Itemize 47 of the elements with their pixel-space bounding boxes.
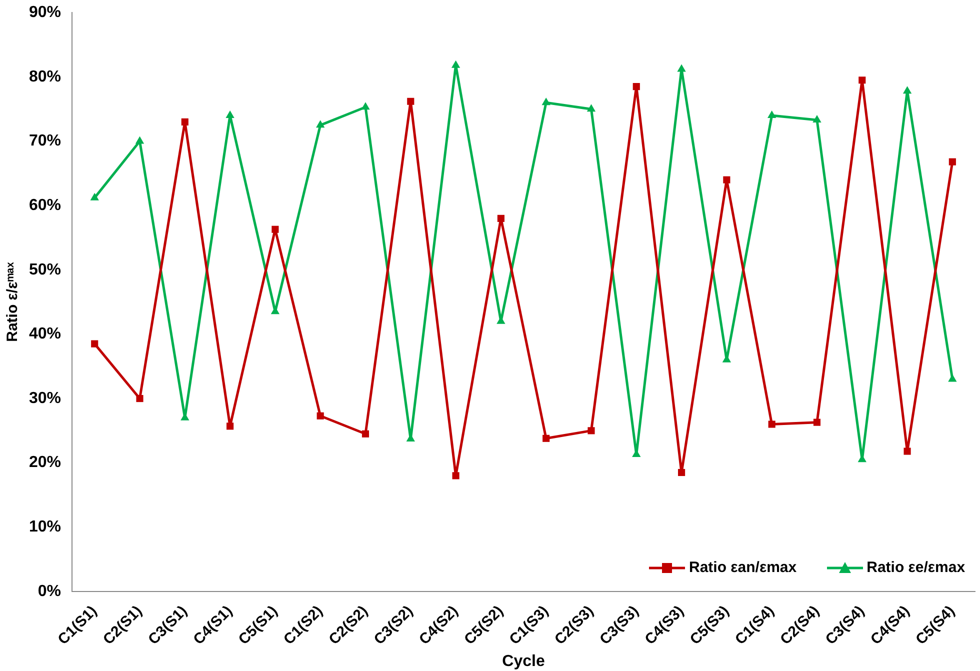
point bbox=[677, 64, 686, 72]
point bbox=[226, 110, 234, 118]
y-tick-label: 10% bbox=[28, 518, 62, 536]
point bbox=[135, 136, 144, 144]
point bbox=[407, 98, 414, 105]
point bbox=[316, 412, 324, 420]
point bbox=[813, 418, 821, 426]
point bbox=[768, 420, 776, 428]
y-tick-label: 30% bbox=[28, 390, 62, 407]
y-tick-label: 90% bbox=[28, 4, 62, 22]
point bbox=[451, 60, 460, 68]
point bbox=[768, 110, 776, 118]
y-tick-label: 60% bbox=[28, 196, 62, 214]
point bbox=[948, 158, 956, 166]
point bbox=[362, 430, 370, 438]
point bbox=[588, 427, 595, 434]
point bbox=[497, 214, 504, 222]
point bbox=[632, 83, 640, 90]
y-tick-label: 80% bbox=[28, 68, 62, 86]
y-tick-label: 70% bbox=[28, 132, 62, 150]
point bbox=[542, 98, 550, 106]
y-tick-label: 50% bbox=[28, 261, 62, 278]
y-tick-label: 40% bbox=[28, 326, 62, 343]
y-tick-label: 0% bbox=[38, 582, 62, 600]
legend-label: Ratio εan/εmax bbox=[689, 559, 797, 576]
point bbox=[902, 86, 912, 94]
y-axis-title: Ratio ε/εᵐᵃˣ bbox=[4, 262, 22, 342]
point bbox=[452, 472, 460, 480]
point bbox=[181, 118, 188, 126]
point bbox=[812, 115, 822, 123]
point bbox=[136, 394, 144, 402]
y-tick-label: 20% bbox=[28, 454, 62, 472]
point bbox=[226, 422, 234, 430]
point bbox=[586, 104, 596, 112]
point bbox=[542, 434, 550, 442]
x-axis-title: Cycle bbox=[502, 652, 545, 670]
point bbox=[316, 120, 325, 128]
point bbox=[904, 448, 911, 455]
point bbox=[272, 226, 279, 233]
point bbox=[948, 374, 957, 382]
point bbox=[723, 176, 730, 184]
point bbox=[361, 102, 370, 110]
point bbox=[858, 76, 866, 84]
legend-label: Ratio εe/εmax bbox=[866, 559, 966, 576]
point bbox=[678, 468, 686, 476]
point bbox=[90, 192, 99, 200]
point bbox=[91, 340, 98, 348]
